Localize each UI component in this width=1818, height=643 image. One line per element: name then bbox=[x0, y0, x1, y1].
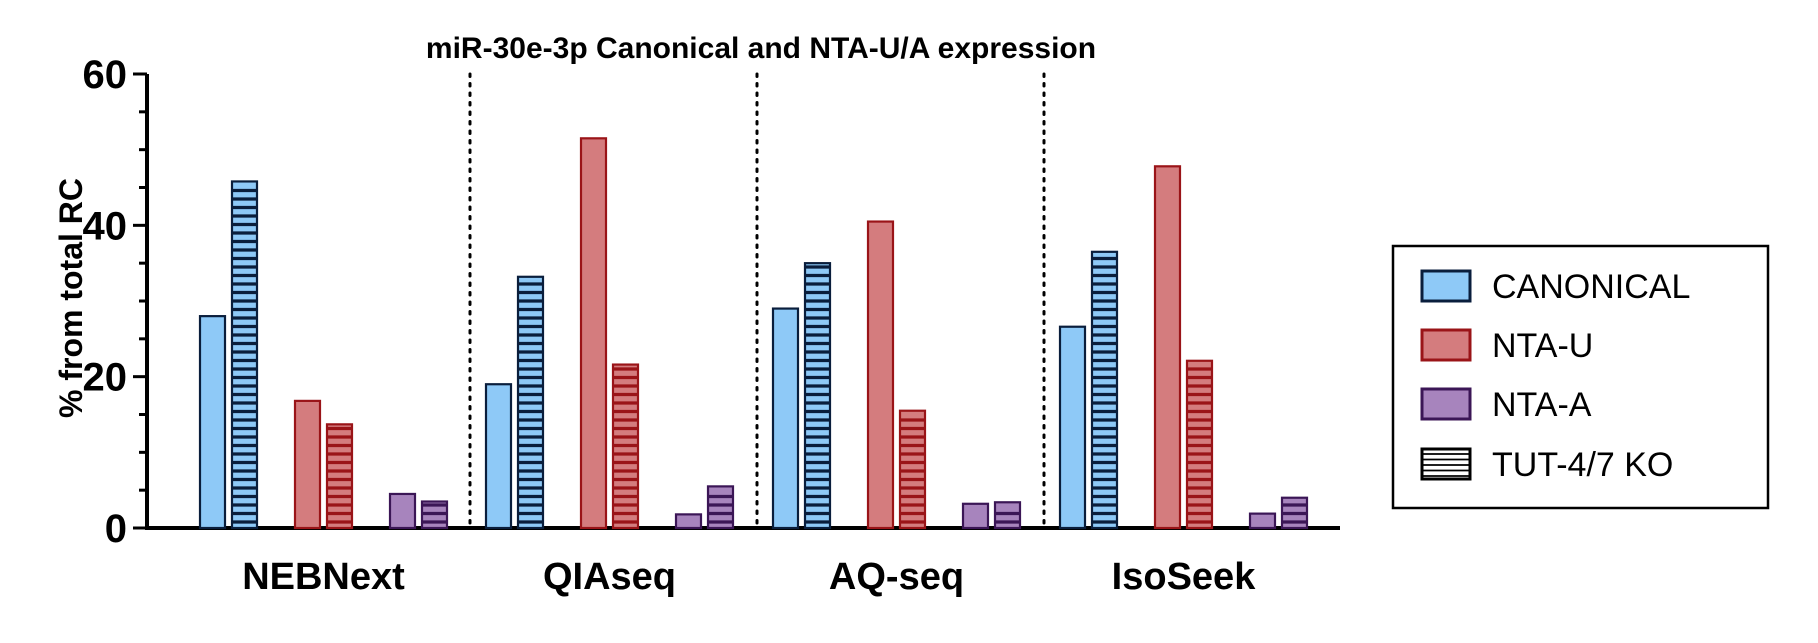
legend-label: NTA-U bbox=[1492, 327, 1593, 365]
bar-nebnext-3 bbox=[325, 423, 354, 530]
y-axis-label: % from total RC bbox=[53, 178, 89, 418]
bar-nebnext-4 bbox=[388, 492, 417, 530]
y-tick-label: 40 bbox=[83, 204, 128, 248]
bar-aq-seq-0 bbox=[771, 307, 800, 530]
bar-qiaseq-2 bbox=[579, 137, 608, 530]
bar-isoseek-0 bbox=[1058, 325, 1087, 530]
bar-isoseek-4 bbox=[1248, 512, 1277, 530]
legend-label: TUT-4/7 KO bbox=[1492, 446, 1673, 484]
bar-qiaseq-4 bbox=[674, 513, 703, 530]
bar-nebnext-1-stripes bbox=[232, 188, 257, 524]
bar-isoseek-5-stripes bbox=[1282, 503, 1307, 524]
chart-title: miR-30e-3p Canonical and NTA-U/A express… bbox=[426, 32, 1096, 65]
bar-qiaseq-1-stripes bbox=[518, 282, 543, 524]
bar-nebnext-2 bbox=[293, 399, 322, 530]
bar-aq-seq-3-stripes bbox=[900, 418, 925, 524]
legend-label: CANONICAL bbox=[1492, 268, 1690, 306]
bar-isoseek-1-stripes bbox=[1092, 256, 1117, 524]
bar-nebnext-5-stripes bbox=[422, 503, 447, 524]
x-category-label: IsoSeek bbox=[1112, 556, 1257, 598]
x-category-label: NEBNext bbox=[242, 556, 405, 598]
bar-nebnext-0 bbox=[198, 315, 227, 530]
bar-isoseek-3-stripes bbox=[1187, 367, 1212, 524]
legend: CANONICAL NTA-U NTA-A TUT-4/7 KO bbox=[1391, 244, 1770, 510]
x-category-label: AQ-seq bbox=[829, 556, 964, 598]
y-tick-label: 20 bbox=[83, 356, 128, 400]
bar-isoseek-2 bbox=[1153, 165, 1182, 530]
bar-nebnext-3-stripes bbox=[327, 426, 352, 524]
bar-aq-seq-5 bbox=[993, 501, 1022, 530]
legend-swatch bbox=[1420, 269, 1472, 303]
x-category-label: QIAseq bbox=[543, 556, 676, 598]
legend-swatch bbox=[1420, 328, 1472, 362]
bar-qiaseq-5-stripes bbox=[708, 494, 733, 524]
bar-qiaseq-0 bbox=[484, 383, 513, 530]
bar-aq-seq-1-stripes bbox=[805, 265, 830, 524]
y-tick-label: 0 bbox=[105, 507, 127, 551]
legend-swatch bbox=[1420, 387, 1472, 421]
y-tick-label: 60 bbox=[83, 53, 128, 97]
bar-aq-seq-2 bbox=[866, 220, 895, 530]
plot-area: 0 20 40 60 NEBNext QIAseq AQ-seq IsoSeek bbox=[83, 53, 1340, 598]
bar-aq-seq-5-stripes bbox=[995, 511, 1020, 524]
bar-isoseek-1 bbox=[1090, 250, 1119, 530]
bar-aq-seq-3 bbox=[898, 409, 927, 530]
bar-qiaseq-3-stripes bbox=[613, 367, 638, 524]
bar-aq-seq-4 bbox=[961, 502, 990, 530]
legend-label: NTA-A bbox=[1492, 386, 1592, 424]
